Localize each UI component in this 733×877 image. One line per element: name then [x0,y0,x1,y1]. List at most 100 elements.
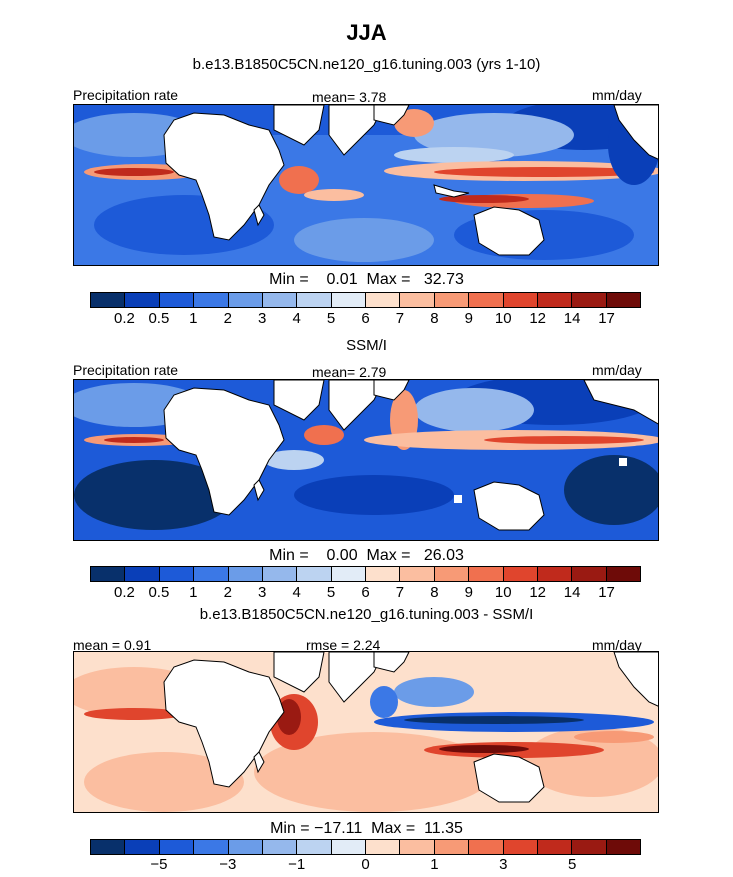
panel-2-tick-label: 7 [395,584,405,601]
panel-2-units-label: mm/day [592,362,642,378]
panel-3-mean-label: mean = 0.91 [73,637,152,653]
panel-2-colorbar-box-13 [537,567,573,581]
panel-3-colorbar-box-13 [537,840,573,854]
panel-1-map [73,104,659,266]
panel-2-minmax: Min = 0.00 Max = 26.03 [269,547,464,564]
panel-1-colorbar-box-1 [125,293,160,307]
panel-2-colorbar-box-0 [91,567,126,581]
panel-2-colorbar-ticks: 0.2 0.5 1 2 3 4 5 6 7 8 9 10 12 14 17 [90,584,641,604]
panel-1-tick-label: 4 [292,310,301,327]
panel-1-units-label: mm/day [592,87,642,103]
panel-2-tick-label: 17 [598,584,615,601]
panel-1-colorbar-box-14 [572,293,607,307]
panel-3-map [73,651,659,813]
panel-1-colorbar-box-6 [297,293,332,307]
panel-2-colorbar-box-11 [469,567,504,581]
panel-1-tick-label: 0.5 [148,310,170,327]
panel-2-tick-label: 12 [529,584,547,601]
panel-1-tick-label: 7 [395,310,405,327]
panel-3-colorbar-box-14 [572,840,607,854]
panel-2-title: SSM/I [346,337,387,354]
panel-2-tick-label: 9 [464,584,473,601]
panel-2-colorbar-box-2 [159,567,195,581]
panel-3-tick-label: 5 [567,856,577,873]
panel-3-colorbar-box-15 [606,840,640,854]
panel-2-colorbar-box-8 [366,567,401,581]
panel-3-colorbar-box-12 [503,840,538,854]
panel-3-minmax: Min = −17.11 Max = 11.35 [270,820,463,837]
panel-2-tick-label: 14 [563,584,581,601]
panel-3-colorbar-box-11 [469,840,504,854]
panel-1-colorbar-box-8 [366,293,401,307]
panel-3-tick-label: 1 [430,856,439,873]
panel-3-units-label: mm/day [592,637,642,653]
panel-2-colorbar-box-1 [125,567,160,581]
panel-2-tick-label: 8 [430,584,439,601]
panel-3-tick-label: 3 [499,856,508,873]
panel-1-colorbar-box-3 [194,293,229,307]
panel-3-title: b.e13.B1850C5CN.ne120_g16.tuning.003 - S… [199,606,534,623]
page-title: JJA [346,20,387,45]
panel-1-colorbar-box-5 [262,293,298,307]
panel-2-colorbar [90,566,641,582]
panel-1-colorbar [90,292,641,308]
panel-1-colorbar-box-10 [434,293,470,307]
panel-2-colorbar-box-12 [503,567,538,581]
panel-3-tick-label: 0 [361,856,370,873]
panel-3-colorbar-box-2 [159,840,195,854]
panel-3-tick-label: −3 [219,856,237,873]
panel-3-colorbar-box-6 [297,840,332,854]
panel-1-minmax: Min = 0.01 Max = 32.73 [269,271,464,288]
panel-1-tick-label: 10 [494,310,512,327]
panel-1-colorbar-box-4 [228,293,263,307]
panel-1-tick-label: 14 [563,310,581,327]
panel-2-variable-label: Precipitation rate [73,362,179,378]
panel-2-tick-label: 4 [292,584,301,601]
panel-1-tick-label: 1 [189,310,198,327]
panel-2-colorbar-box-5 [262,567,298,581]
panel-1-tick-label: 5 [326,310,336,327]
panel-2-colorbar-box-4 [228,567,263,581]
panel-1-tick-label: 3 [258,310,267,327]
panel-1-colorbar-box-0 [91,293,126,307]
panel-3-colorbar-box-7 [331,840,366,854]
panel-1-colorbar-box-2 [159,293,195,307]
panel-1-tick-label: 12 [529,310,547,327]
panel-2-tick-label: 3 [258,584,267,601]
panel-2-colorbar-box-9 [400,567,435,581]
panel-2-colorbar-box-6 [297,567,332,581]
panel-2-mean-label: mean= 2.79 [312,364,387,380]
panel-1-colorbar-box-11 [469,293,504,307]
panel-1-tick-label: 0.2 [114,310,135,327]
panel-3-tick-label: −1 [288,856,306,873]
panel-1-colorbar-box-15 [606,293,640,307]
panel-2-colorbar-box-14 [572,567,607,581]
panel-1-title: b.e13.B1850C5CN.ne120_g16.tuning.003 (yr… [192,56,541,73]
panel-2-tick-label: 6 [361,584,370,601]
panel-3-colorbar-box-10 [434,840,470,854]
panel-1-tick-label: 9 [464,310,473,327]
panel-2-tick-label: 5 [326,584,336,601]
panel-3-colorbar-box-3 [194,840,229,854]
panel-1-colorbar-box-7 [331,293,366,307]
panel-1-tick-label: 6 [361,310,370,327]
panel-2-colorbar-box-3 [194,567,229,581]
panel-3-colorbar-box-9 [400,840,435,854]
panel-3-colorbar-ticks: −5 −3 −1 0 1 3 5 [90,856,641,876]
panel-3-colorbar [90,839,641,855]
panel-3-colorbar-box-0 [91,840,126,854]
panel-1-variable-label: Precipitation rate [73,87,179,103]
panel-1-colorbar-ticks: 0.2 0.5 1 2 3 4 5 6 7 8 9 10 12 14 17 [90,310,641,330]
panel-2-tick-label: 1 [189,584,198,601]
panel-3-rmse-label: rmse = 2.24 [306,637,381,653]
panel-2-colorbar-box-7 [331,567,366,581]
panel-1-mean-label: mean= 3.78 [312,89,387,105]
panel-2-map [73,379,659,541]
panel-3-tick-label: −5 [150,856,168,873]
panel-2-tick-label: 2 [223,584,232,601]
panel-3-colorbar-box-4 [228,840,263,854]
panel-2-tick-label: 0.5 [148,584,170,601]
panel-2-colorbar-box-10 [434,567,470,581]
panel-1-tick-label: 17 [598,310,615,327]
panel-1-tick-label: 8 [430,310,439,327]
